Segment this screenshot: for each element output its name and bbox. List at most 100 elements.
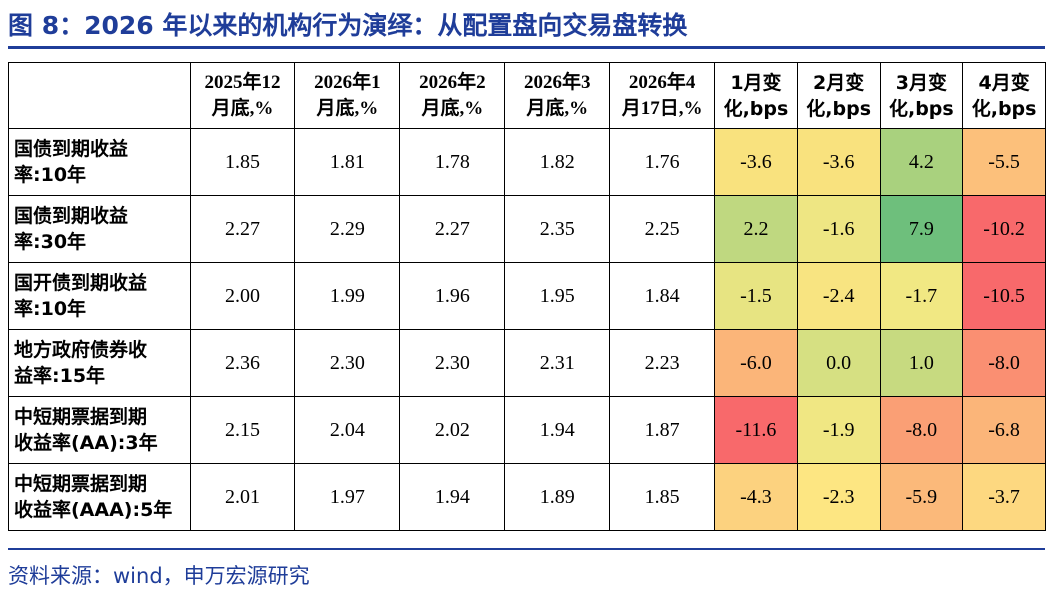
row-label-line2: 率:10年 [14,298,87,320]
column-header-line2: 月底,% [316,97,379,119]
heatmap-cell: -5.9 [879,463,964,531]
column-header: 2026年4 月17日,% [609,62,716,129]
table-row: 地方政府债券收 益率:15年 2.36 2.30 2.30 2.31 2.23 -6.0 0.0… [8,329,1046,397]
column-header: 3月变化,bps [879,62,964,129]
column-header-line2: 化,bps [723,97,789,120]
yield-cell: 1.81 [294,128,401,196]
column-header-line2: 月底,% [526,97,589,119]
heatmap-cell: 1.0 [879,329,964,397]
heatmap-cell: 7.9 [879,195,964,263]
yield-cell: 2.23 [609,329,716,397]
yield-cell: 1.87 [609,396,716,464]
column-header-line1: 2026年2 [419,71,486,93]
yield-cell: 1.94 [504,396,611,464]
column-header-line1: 3月变 [895,71,947,94]
row-label-line1: 中短期票据到期 [14,473,148,495]
heatmap-cell: -10.5 [962,262,1046,330]
column-header-line1: 1月变 [730,71,782,94]
column-header: 1月变化,bps [714,62,798,129]
row-label: 国债到期收益 率:30年 [8,195,191,263]
heatmap-cell: -8.0 [879,396,964,464]
column-header: 2月变化,bps [796,62,881,129]
column-header: 2026年2 月底,% [399,62,506,129]
yield-cell: 1.96 [399,262,506,330]
row-label-line1: 地方政府债券收 [14,339,148,361]
table-row: 中短期票据到期 收益率(AA):3年 2.15 2.04 2.02 1.94 1.87 -11… [8,396,1046,464]
column-header-line1: 2026年1 [314,71,381,93]
column-header: 2025年12 月底,% [189,62,296,129]
heatmap-cell: 4.2 [879,128,964,196]
yield-cell: 2.27 [399,195,506,263]
heatmap-cell: -4.3 [714,463,798,531]
yield-cell: 2.29 [294,195,401,263]
row-label: 中短期票据到期 收益率(AA):3年 [8,396,191,464]
row-label-line2: 收益率(AAA):5年 [14,499,173,521]
yield-cell: 1.95 [504,262,611,330]
column-header-line2: 化,bps [971,97,1037,120]
table-row: 国债到期收益 率:10年 1.85 1.81 1.78 1.82 1.76 -3.6 -3.6 4… [8,128,1046,196]
heatmap-cell: -11.6 [714,396,798,464]
row-label-line2: 收益率(AA):3年 [14,432,158,454]
column-header-line1: 2026年3 [523,71,591,93]
yield-cell: 1.82 [504,128,611,196]
yield-cell: 2.31 [504,329,611,397]
table-row: 中短期票据到期 收益率(AAA):5年 2.01 1.97 1.94 1.89 1.85 -4… [8,463,1046,531]
yield-cell: 1.94 [399,463,506,531]
yield-cell: 1.85 [609,463,716,531]
source-rule [8,548,1045,550]
heatmap-cell: -6.8 [962,396,1046,464]
column-header-line2: 月底,% [211,97,274,119]
row-label-line1: 国开债到期收益 [14,272,148,294]
yield-cell: 2.27 [189,195,296,263]
heatmap-cell: -6.0 [714,329,798,397]
yield-cell: 1.84 [609,262,716,330]
column-header-line2: 月底,% [421,97,484,119]
header-row: 2025年12 月底,% 2026年1 月底,% 2026年2 月底,% 2026年3 月底,… [8,62,1046,129]
heatmap-cell: 0.0 [796,329,881,397]
heatmap-cell: -3.6 [796,128,881,196]
heatmap-cell: -1.9 [796,396,881,464]
yield-cell: 2.04 [294,396,401,464]
column-header: 4月变化,bps [962,62,1046,129]
heatmap-cell: -2.4 [796,262,881,330]
heatmap-cell: -3.6 [714,128,798,196]
yield-cell: 2.30 [294,329,401,397]
column-header-line2: 化,bps [806,97,872,120]
heatmap-cell: -1.5 [714,262,798,330]
row-label-line2: 益率:15年 [14,365,106,387]
column-header-line2: 化,bps [888,97,954,120]
title-rule [8,46,1045,49]
row-label-line1: 中短期票据到期 [14,406,148,428]
heatmap-cell: -10.2 [962,195,1046,263]
heatmap-cell: -1.7 [879,262,964,330]
heatmap-cell: -1.6 [796,195,881,263]
column-header-line1: 2月变 [813,71,865,94]
row-label-line2: 率:10年 [14,164,87,186]
row-label: 国债到期收益 率:10年 [8,128,191,196]
table-row: 国开债到期收益 率:10年 2.00 1.99 1.96 1.95 1.84 -1.5 -2.4… [8,262,1046,330]
yield-cell: 1.89 [504,463,611,531]
column-header: 2026年3 月底,% [504,62,611,129]
table-row: 国债到期收益 率:30年 2.27 2.29 2.27 2.35 2.25 2.2 -1.6 7.… [8,195,1046,263]
heatmap-cell: -5.5 [962,128,1046,196]
row-label: 国开债到期收益 率:10年 [8,262,191,330]
yield-cell: 2.36 [189,329,296,397]
yield-cell: 2.25 [609,195,716,263]
source-note: 资料来源：wind，申万宏源研究 [8,564,310,588]
column-header-line1: 2025年12 [204,71,281,93]
row-label: 中短期票据到期收益率(AAA):5年 [8,463,191,531]
yield-cell: 2.15 [189,396,296,464]
yield-cell: 1.97 [294,463,401,531]
yield-cell: 2.00 [189,262,296,330]
row-label-line1: 国债到期收益 [14,138,129,160]
heatmap-cell: -8.0 [962,329,1046,397]
yield-cell: 1.85 [189,128,296,196]
yield-cell: 2.01 [189,463,296,531]
yield-cell: 2.02 [399,396,506,464]
corner-cell [8,62,191,129]
yield-cell: 1.76 [609,128,716,196]
heatmap-cell: -3.7 [962,463,1046,531]
column-header-line1: 2026年4 [628,71,696,93]
yield-cell: 1.99 [294,262,401,330]
column-header-line1: 4月变 [978,71,1030,94]
